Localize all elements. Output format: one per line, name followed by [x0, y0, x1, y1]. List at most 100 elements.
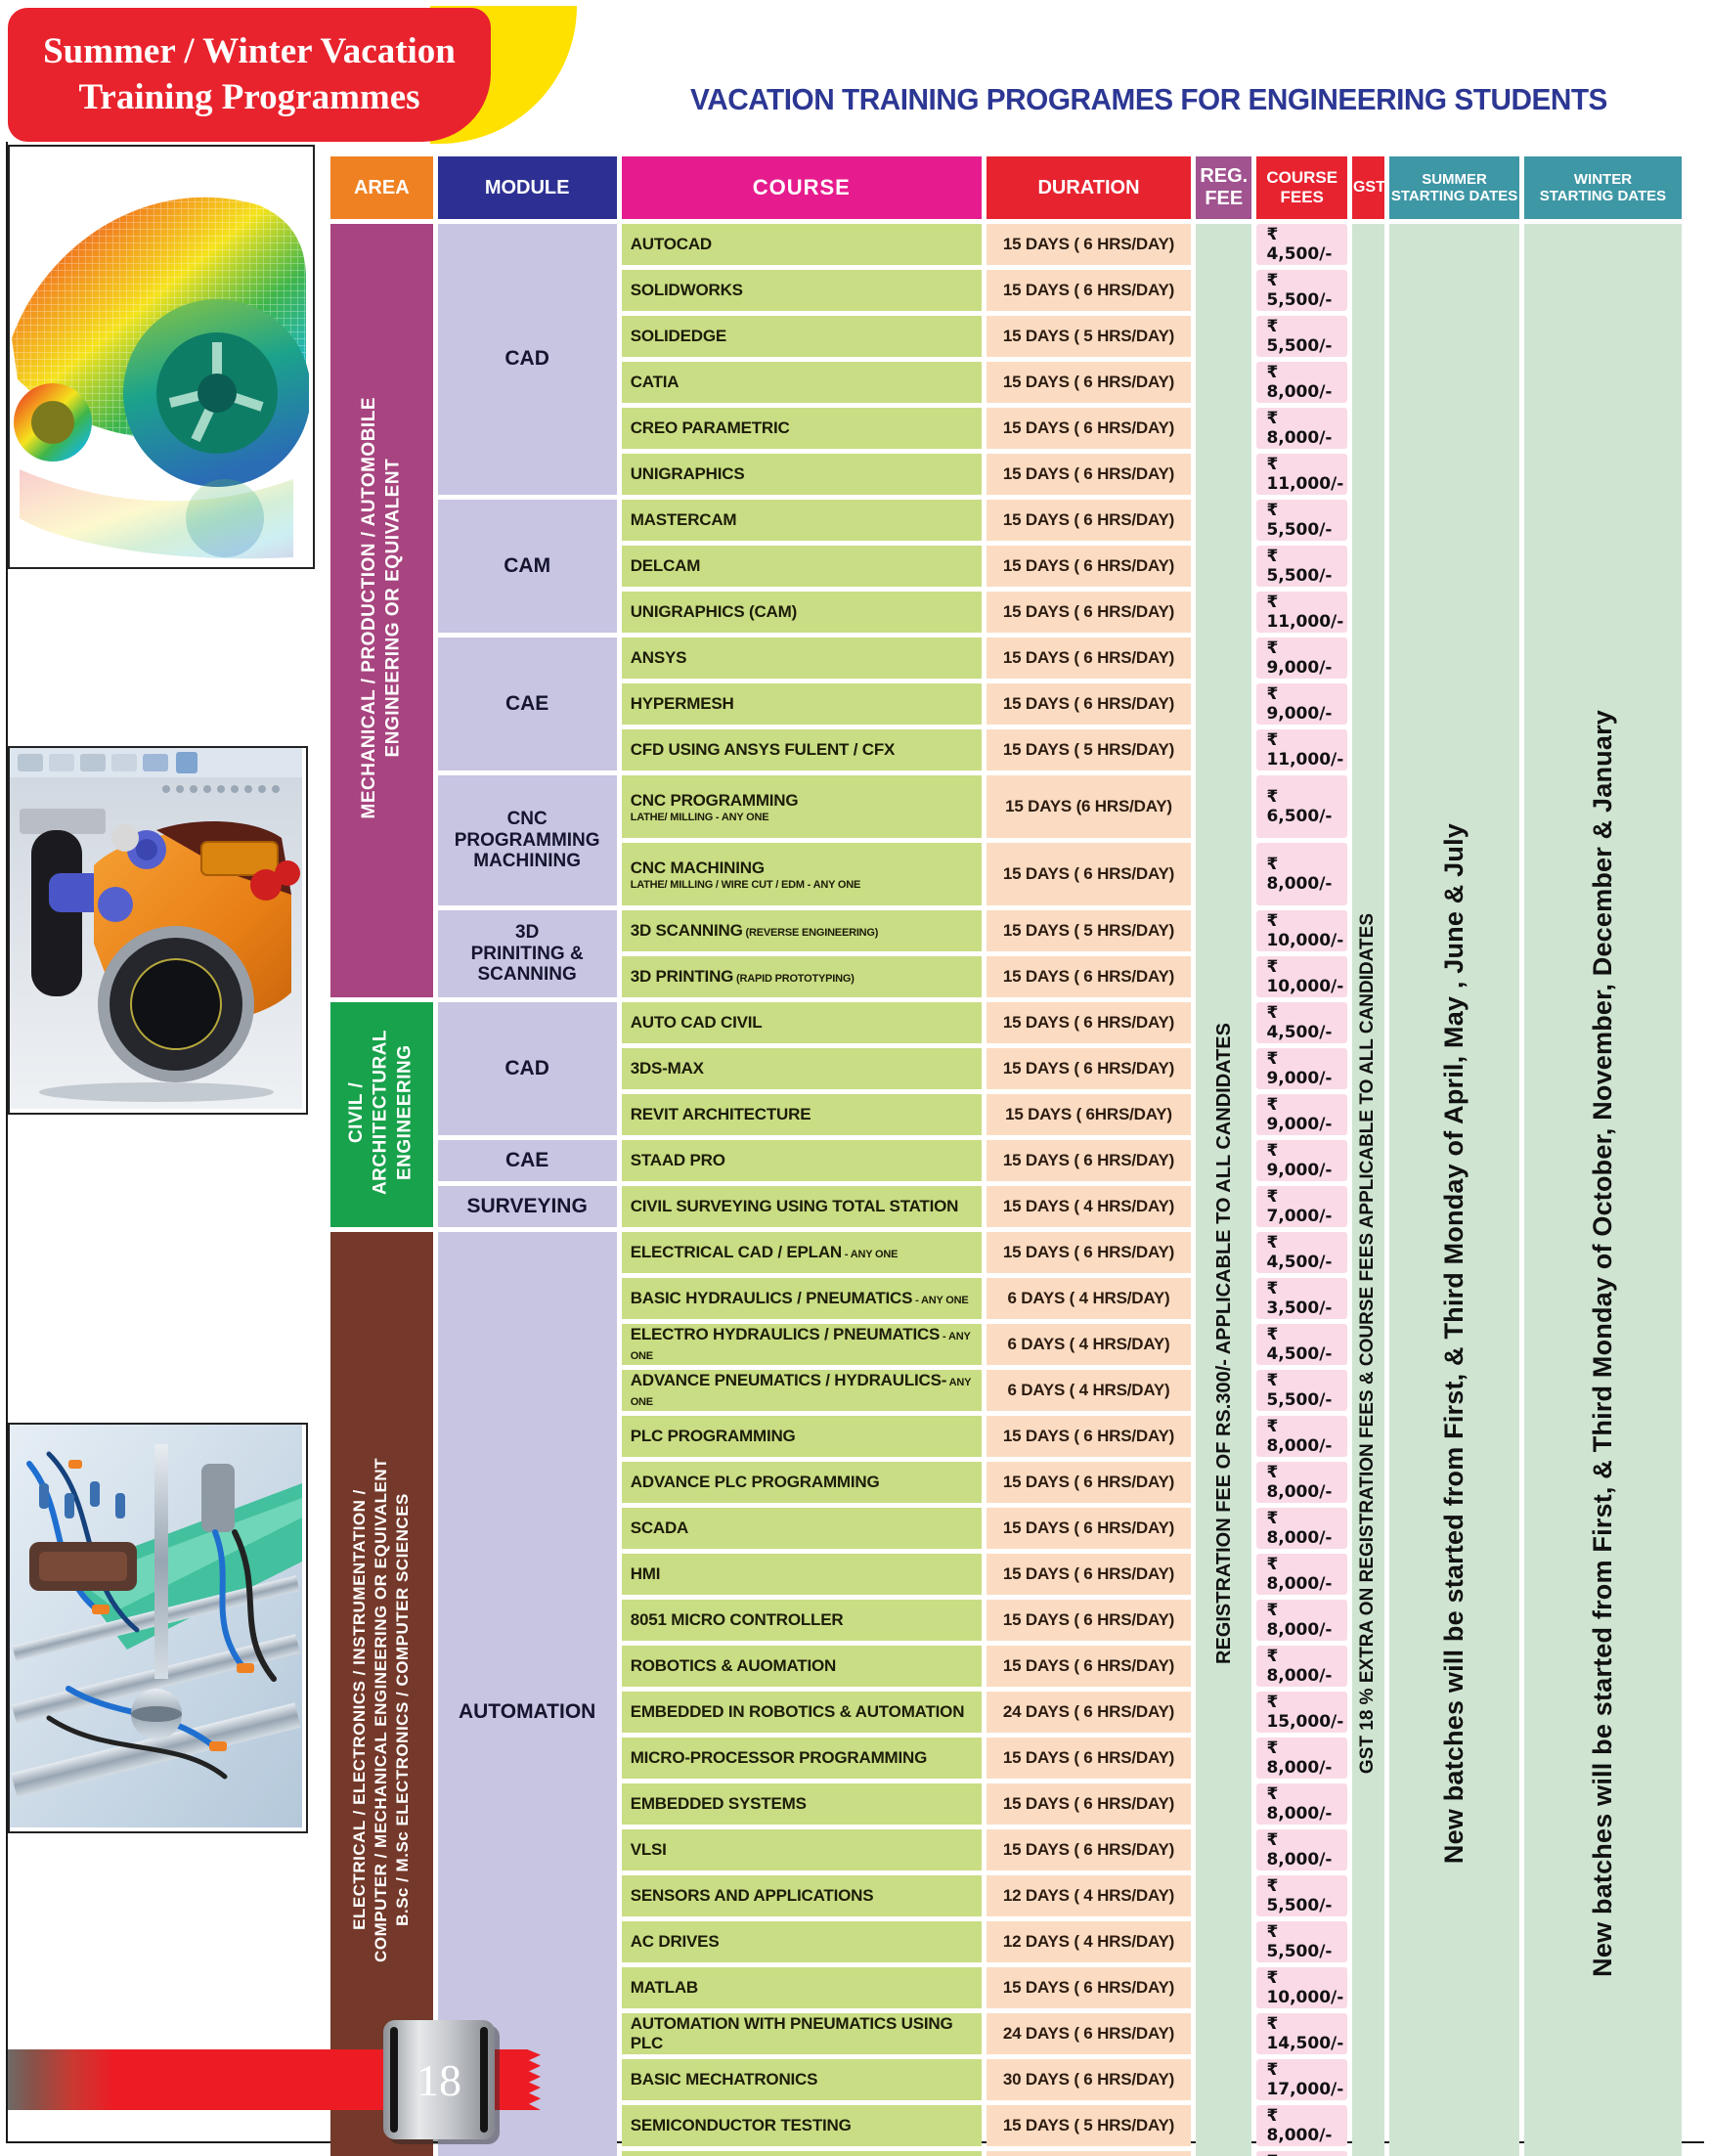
duration-cell: 15 DAYS ( 6 HRS/DAY) [986, 1508, 1192, 1549]
table-row: ROBOTINO 12 DAYS ( 4 HRS/DAY) ₹ 6,000/- [330, 2151, 1682, 2156]
course-cell: EMBEDDED IN ROBOTICS & AUTOMATION [621, 1692, 982, 1733]
module-cell: AUTOMATION [437, 1232, 617, 2156]
duration-cell: 15 DAYS ( 5 HRS/DAY) [986, 729, 1192, 770]
table-row: MATLAB 15 DAYS ( 6 HRS/DAY) ₹ 10,000/- [330, 1967, 1682, 2008]
table-row: ADVANCE PNEUMATICS / HYDRAULICS- ANY ONE… [330, 1370, 1682, 1411]
course-name: 3D SCANNING [630, 921, 743, 940]
course-cell: AUTOCAD [621, 224, 982, 265]
table-row: UNIGRAPHICS 15 DAYS ( 6 HRS/DAY) ₹ 11,000/… [330, 454, 1682, 495]
course-cell: HMI [621, 1554, 982, 1595]
duration-cell: 15 DAYS ( 6 HRS/DAY) [986, 1462, 1192, 1503]
course-cell: UNIGRAPHICS (CAM) [621, 592, 982, 633]
gst-note: GST 18 % EXTRA ON REGISTRATION FEES & CO… [1357, 912, 1379, 1775]
course-fee-cell: ₹ 5,500/- [1256, 270, 1347, 311]
course-name: VLSI [630, 1840, 667, 1859]
table-row: SURVEYING CIVIL SURVEYING USING TOTAL STA… [330, 1186, 1682, 1227]
course-cell: AC DRIVES [621, 1921, 982, 1962]
table-row: MICRO-PROCESSOR PROGRAMMING 15 DAYS ( 6 H… [330, 1738, 1682, 1779]
course-name: AUTOCAD [630, 235, 712, 253]
table-row: 3D PRINITING & SCANNING 3D SCANNING (REVE… [330, 910, 1682, 997]
summer-dates-note: New batches will be started from First, … [1439, 822, 1469, 1865]
course-fee-cell: ₹ 10,000/- [1256, 956, 1347, 997]
table-row: CATIA 15 DAYS ( 6 HRS/DAY) ₹ 8,000/- [330, 362, 1682, 403]
table-row: HYPERMESH 15 DAYS ( 6 HRS/DAY) ₹ 9,000/- [330, 683, 1682, 725]
course-name: AUTOMATION WITH PNEUMATICS USING PLC [630, 2014, 953, 2052]
duration-cell: 6 DAYS ( 4 HRS/DAY) [986, 1278, 1192, 1319]
course-name: MATLAB [630, 1978, 699, 1997]
cad-camera-art [10, 748, 302, 1109]
course-cell: CIVIL SURVEYING USING TOTAL STATION [621, 1186, 982, 1227]
area-label: ELECTRICAL / ELECTRONICS / INSTRUMENTATI… [350, 1457, 413, 1962]
table-row: SEMICONDUCTOR TESTING 15 DAYS ( 5 HRS/DAY… [330, 2105, 1682, 2146]
course-cell: BASIC MECHATRONICS [621, 2059, 982, 2100]
course-name: ELECTRICAL CAD / EPLAN [630, 1243, 842, 1261]
course-fee-cell: ₹ 6,000/- [1256, 2151, 1347, 2156]
training-table-wrap: AREA MODULE COURSE DURATION REG. FEE COURSE F… [326, 152, 1687, 2156]
course-cell: SOLIDEDGE [621, 316, 982, 357]
course-cell: AUTO CAD CIVIL [621, 1002, 982, 1043]
duration-cell: 15 DAYS ( 6 HRS/DAY) [986, 1554, 1192, 1595]
duration-cell: 15 DAYS ( 6HRS/DAY) [986, 1094, 1192, 1135]
course-name: UNIGRAPHICS [630, 464, 745, 483]
course-cell: UNIGRAPHICS [621, 454, 982, 495]
duration-cell: 15 DAYS ( 6 HRS/DAY) [986, 500, 1192, 541]
course-cell: CNC PROGRAMMING LATHE/ MILLING - ANY ONE [621, 775, 982, 838]
duration-cell: 15 DAYS ( 6 HRS/DAY) [986, 1002, 1192, 1043]
course-fee-cell: ₹ 5,500/- [1256, 1921, 1347, 1962]
duration-cell: 30 DAYS ( 6 HRS/DAY) [986, 2059, 1192, 2100]
module-cell: SURVEYING [437, 1186, 617, 1227]
table-row: 3DS-MAX 15 DAYS ( 6 HRS/DAY) ₹ 9,000/- [330, 1048, 1682, 1089]
course-cell: CREO PARAMETRIC [621, 408, 982, 449]
duration-cell: 15 DAYS ( 6 HRS/DAY) [986, 1600, 1192, 1641]
course-name: MASTERCAM [630, 510, 737, 529]
duration-cell: 15 DAYS ( 6 HRS/DAY) [986, 1232, 1192, 1273]
course-name: DELCAM [630, 556, 701, 575]
duration-cell: 15 DAYS ( 6 HRS/DAY) [986, 408, 1192, 449]
course-cell: ADVANCE PLC PROGRAMMING [621, 1462, 982, 1503]
table-row: ADVANCE PLC PROGRAMMING 15 DAYS ( 6 HRS/D… [330, 1462, 1682, 1503]
course-subtitle: LATHE/ MILLING / WIRE CUT / EDM - ANY ON… [630, 878, 861, 891]
duration-cell: 15 DAYS ( 5 HRS/DAY) [986, 2105, 1192, 2146]
course-fee-cell: ₹ 8,000/- [1256, 1554, 1347, 1595]
course-cell: EMBEDDED SYSTEMS [621, 1783, 982, 1825]
table-row: SCADA 15 DAYS ( 6 HRS/DAY) ₹ 8,000/- [330, 1508, 1682, 1549]
table-row: ELECTRICAL / ELECTRONICS / INSTRUMENTATI… [330, 1232, 1682, 2156]
summer-dates-cell: New batches will be started from First, … [1389, 224, 1519, 2156]
course-cell: ELECTRO HYDRAULICS / PNEUMATICS - ANY ON… [621, 1324, 982, 1365]
course-cell: STAAD PRO [621, 1140, 982, 1181]
course-name: BASIC HYDRAULICS / PNEUMATICS [630, 1289, 913, 1307]
course-cell: REVIT ARCHITECTURE [621, 1094, 982, 1135]
course-fee-cell: ₹ 9,000/- [1256, 1140, 1347, 1181]
course-suffix: (REVERSE ENGINEERING) [742, 927, 879, 939]
course-cell: CATIA [621, 362, 982, 403]
course-fee-cell: ₹ 8,000/- [1256, 362, 1347, 403]
duration-cell: 24 DAYS ( 6 HRS/DAY) [986, 1692, 1192, 1733]
banner-line1: Summer / Winter Vacation [43, 31, 456, 72]
course-fee-cell: ₹ 4,500/- [1256, 1232, 1347, 1273]
module-cell: 3D PRINITING & SCANNING [437, 910, 617, 997]
course-name: SCADA [630, 1518, 689, 1537]
duration-cell: 15 DAYS ( 6 HRS/DAY) [986, 1048, 1192, 1089]
module-cell: CAD [437, 224, 617, 495]
course-fee-cell: ₹ 5,500/- [1256, 1370, 1347, 1411]
header-module: MODULE [437, 156, 617, 219]
duration-cell: 15 DAYS (6 HRS/DAY) [986, 775, 1192, 838]
course-fee-cell: ₹ 8,000/- [1256, 2105, 1347, 2146]
duration-cell: 15 DAYS ( 6 HRS/DAY) [986, 592, 1192, 633]
duration-cell: 15 DAYS ( 6 HRS/DAY) [986, 683, 1192, 725]
course-fee-cell: ₹ 3,500/- [1256, 1278, 1347, 1319]
table-row: DELCAM 15 DAYS ( 6 HRS/DAY) ₹ 5,500/- [330, 546, 1682, 587]
course-name: ROBOTICS & AUOMATION [630, 1656, 837, 1675]
course-name: 3D PRINTING [630, 967, 734, 986]
course-name: HMI [630, 1564, 661, 1583]
duration-cell: 15 DAYS ( 4 HRS/DAY) [986, 1186, 1192, 1227]
page-border-left [6, 142, 8, 2143]
course-cell: 3D SCANNING (REVERSE ENGINEERING) [621, 910, 982, 951]
course-fee-cell: ₹ 11,000/- [1256, 592, 1347, 633]
duration-cell: 12 DAYS ( 4 HRS/DAY) [986, 1921, 1192, 1962]
course-cell: AUTOMATION WITH PNEUMATICS USING PLC [621, 2013, 982, 2054]
duration-cell: 15 DAYS ( 6 HRS/DAY) [986, 1140, 1192, 1181]
duration-cell: 12 DAYS ( 4 HRS/DAY) [986, 2151, 1192, 2156]
duration-cell: 15 DAYS ( 5 HRS/DAY) [986, 316, 1192, 357]
